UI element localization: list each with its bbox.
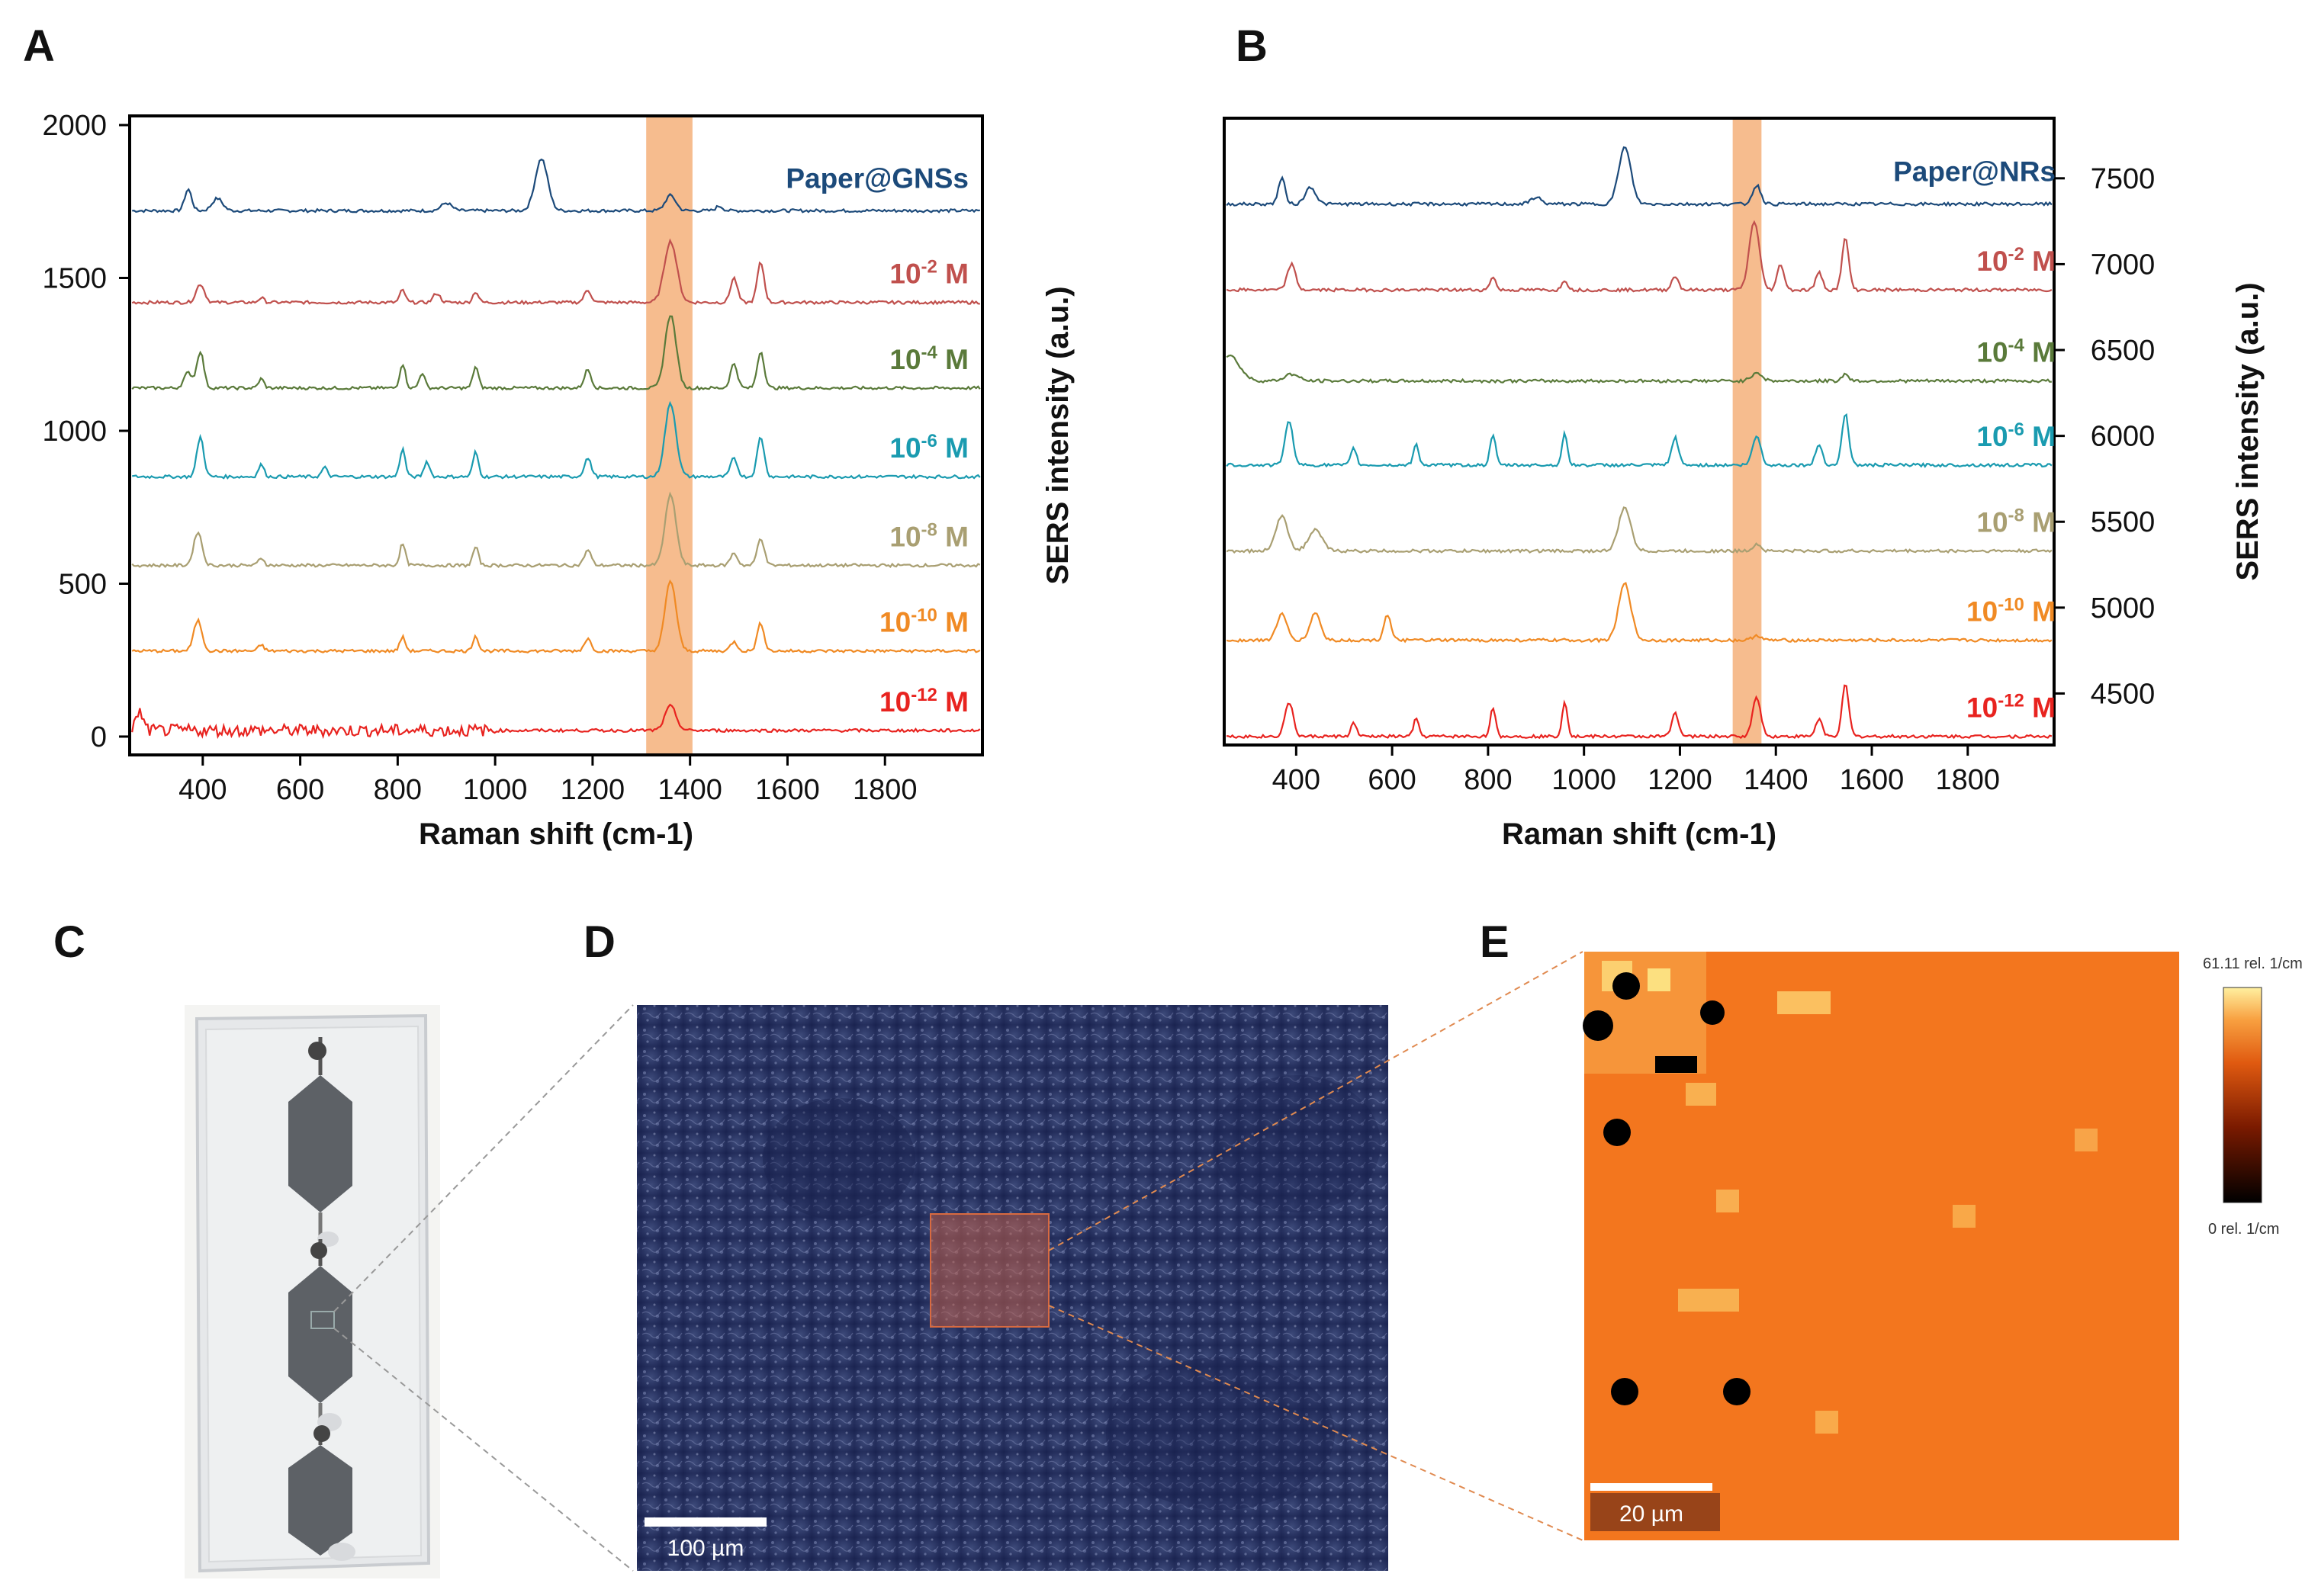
spectrum-line-m10	[1226, 581, 2053, 644]
spectrum-line-m2	[1226, 220, 2053, 294]
series-label-m6: 10-6 M	[1976, 419, 2056, 452]
zoom-region-c	[310, 1311, 335, 1329]
colorbar-min-label: 0 rel. 1/cm	[2208, 1221, 2279, 1238]
x-tick-label: 1000	[1551, 764, 1616, 796]
scale-bar-e-label: 20 µm	[1619, 1501, 1683, 1527]
y-tick-label: 5500	[2091, 506, 2156, 538]
sers-map-e: 20 µm 61.11 rel. 1/cm 0 rel. 1/cm	[1583, 952, 2303, 1540]
series-label-m8: 10-8 M	[889, 519, 969, 552]
series-label-paper: Paper@GNSs	[786, 162, 969, 194]
spectrum-line-m4	[1226, 354, 2052, 384]
zoom-line-cd-bottom	[333, 1328, 634, 1572]
x-tick-label: 800	[1464, 764, 1512, 796]
x-axis-label-a: Raman shift (cm-1)	[419, 817, 693, 851]
chamber-2	[288, 1239, 352, 1431]
x-tick-label: 1600	[1840, 764, 1905, 796]
y-tick-label: 7000	[2091, 249, 2156, 281]
series-label-m2: 10-2 M	[1976, 244, 2056, 277]
spectrum-line-m12	[1226, 684, 2053, 740]
spectrum-line-m6	[1226, 413, 2053, 468]
chamber-1	[288, 1037, 352, 1247]
micrograph-d: 100 µm	[637, 951, 1583, 1571]
highlight-band-a	[646, 117, 693, 753]
highlight-band-b	[1732, 120, 1762, 743]
y-tick-label: 7500	[2091, 163, 2156, 195]
chart-a: Raman shift (cm-1) SERS intensity (a.u.)…	[42, 110, 1075, 851]
spectrum-line-paper	[132, 158, 980, 214]
zoom-line-de-bottom	[1048, 1305, 1583, 1541]
mapped-region	[930, 1213, 1050, 1328]
series-label-m4: 10-4 M	[889, 342, 969, 375]
x-tick-label: 800	[374, 774, 422, 806]
series-label-m6: 10-6 M	[889, 431, 969, 464]
y-tick-label: 500	[59, 568, 107, 600]
y-tick-label: 2000	[42, 110, 107, 142]
chip-photo	[185, 1004, 634, 1578]
spectrum-line-m12	[131, 703, 981, 740]
scale-bar-d-label: 100 µm	[667, 1536, 744, 1561]
plot-frame-a	[128, 114, 984, 756]
scale-bar-e	[1590, 1483, 1712, 1491]
chamber-3	[288, 1425, 355, 1561]
map-hotspots	[1583, 952, 2098, 1434]
x-axis-label-b: Raman shift (cm-1)	[1502, 817, 1776, 851]
plot-frame-b	[1223, 117, 2056, 747]
spectrum-line-paper	[1226, 146, 2053, 207]
x-tick-label: 1400	[657, 774, 722, 806]
panel-label-c: C	[53, 917, 85, 967]
spectrum-line-m4	[131, 315, 981, 391]
zoom-line-de-top	[1048, 951, 1583, 1251]
chart-b: Raman shift (cm-1) SERS intensity (a.u.)…	[1223, 117, 2265, 851]
x-tick-label: 1200	[561, 774, 625, 806]
panel-label-a: A	[23, 21, 55, 71]
y-axis-label-a: SERS intensity (a.u.)	[1041, 286, 1075, 584]
series-label-m2: 10-2 M	[889, 257, 969, 290]
spectrum-line-m8	[131, 491, 981, 569]
y-axis-label-b: SERS intensity (a.u.)	[2231, 282, 2265, 580]
y-tick-label: 1000	[42, 416, 107, 448]
x-tick-label: 1000	[463, 774, 528, 806]
x-tick-label: 1400	[1744, 764, 1808, 796]
x-tick-label: 1800	[1936, 764, 2001, 796]
colorbar	[2223, 987, 2262, 1203]
x-tick-label: 1600	[755, 774, 820, 806]
panel-label-d: D	[584, 917, 616, 967]
y-tick-label: 6000	[2091, 421, 2156, 453]
panel-label-b: B	[1236, 21, 1268, 71]
x-tick-label: 1200	[1648, 764, 1712, 796]
zoom-line-cd-top	[333, 1004, 634, 1312]
y-tick-label: 1500	[42, 263, 107, 295]
series-label-m10: 10-10 M	[1966, 595, 2056, 628]
y-tick-label: 0	[91, 721, 107, 753]
spectrum-line-m6	[132, 400, 981, 480]
series-label-m10: 10-10 M	[879, 605, 969, 638]
spectrum-line-m10	[131, 579, 981, 654]
panel-label-e: E	[1480, 917, 1509, 967]
series-label-paper: Paper@NRs	[1893, 156, 2056, 188]
x-tick-label: 1800	[853, 774, 918, 806]
colorbar-max-label: 61.11 rel. 1/cm	[2203, 955, 2303, 972]
x-tick-label: 400	[178, 774, 227, 806]
x-tick-label: 600	[1368, 764, 1416, 796]
y-tick-label: 5000	[2091, 592, 2156, 625]
spectrum-line-m8	[1226, 506, 2053, 554]
y-tick-label: 6500	[2091, 335, 2156, 367]
series-label-m4: 10-4 M	[1976, 336, 2056, 368]
series-label-m8: 10-8 M	[1976, 506, 2056, 538]
series-label-m12: 10-12 M	[879, 685, 969, 718]
spectrum-line-m2	[131, 238, 980, 306]
scale-bar-d	[645, 1517, 767, 1527]
x-tick-label: 600	[276, 774, 324, 806]
x-tick-label: 400	[1272, 764, 1320, 796]
y-tick-label: 4500	[2091, 678, 2156, 710]
series-label-m12: 10-12 M	[1966, 691, 2056, 724]
